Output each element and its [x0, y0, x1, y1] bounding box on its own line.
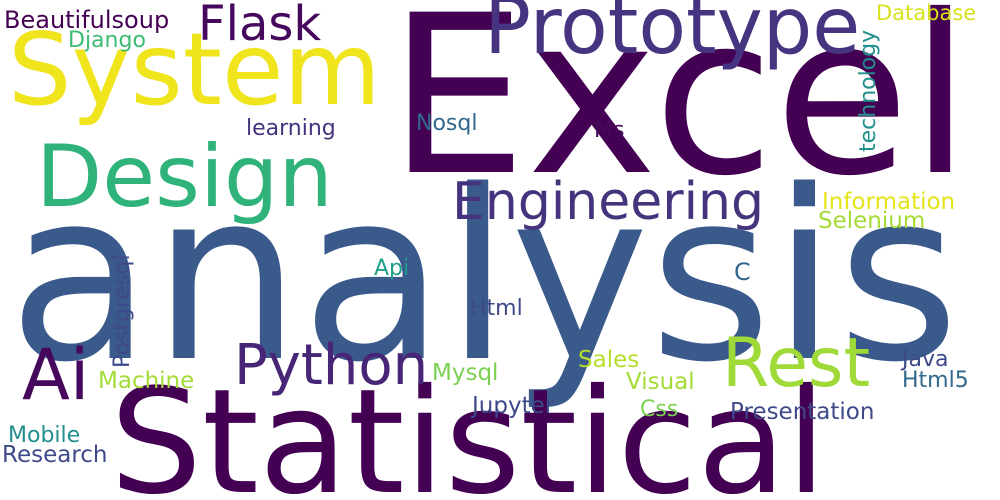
word-engineering: Engineering	[452, 172, 764, 232]
word-postgresql: Postgresql	[110, 254, 135, 368]
word-ms: Ms	[594, 118, 625, 143]
word-c: C	[734, 258, 751, 286]
word-machine: Machine	[98, 368, 195, 394]
word-design: Design	[36, 127, 333, 227]
word-django: Django	[68, 28, 146, 53]
word-rest: Rest	[722, 324, 871, 403]
word-technology: technology	[856, 29, 881, 152]
word-database: Database	[876, 1, 977, 25]
word-analysis: analysis	[8, 141, 960, 414]
word-css: Css	[640, 397, 679, 422]
word-api: Api	[374, 256, 410, 281]
word-research: Research	[2, 442, 108, 468]
word-excel: Excel	[388, 0, 971, 224]
word-java: Java	[902, 347, 949, 372]
word-mobile: Mobile	[8, 423, 81, 448]
word-visual: Visual	[626, 369, 695, 395]
word-html: Html	[470, 296, 523, 321]
word-python: Python	[234, 333, 429, 398]
word-ai: Ai	[22, 334, 90, 416]
word-sales: Sales	[578, 347, 640, 373]
word-mysql: Mysql	[432, 360, 499, 386]
word-jupyter: Jupyter	[472, 393, 555, 419]
word-flask: Flask	[198, 0, 322, 52]
word-prototype: Prototype	[484, 0, 861, 72]
word-statistical: Statistical	[110, 358, 827, 500]
word-nosql: Nosql	[416, 111, 478, 136]
word-information: Information	[822, 189, 956, 215]
word-beautifulsoup: Beautifulsoup	[4, 6, 170, 34]
word-presentation: Presentation	[730, 399, 875, 425]
word-selenium: Selenium	[818, 208, 926, 234]
word-html5: Html5	[902, 368, 969, 393]
word-learning: learning	[246, 116, 336, 141]
word-system: System	[8, 11, 381, 128]
